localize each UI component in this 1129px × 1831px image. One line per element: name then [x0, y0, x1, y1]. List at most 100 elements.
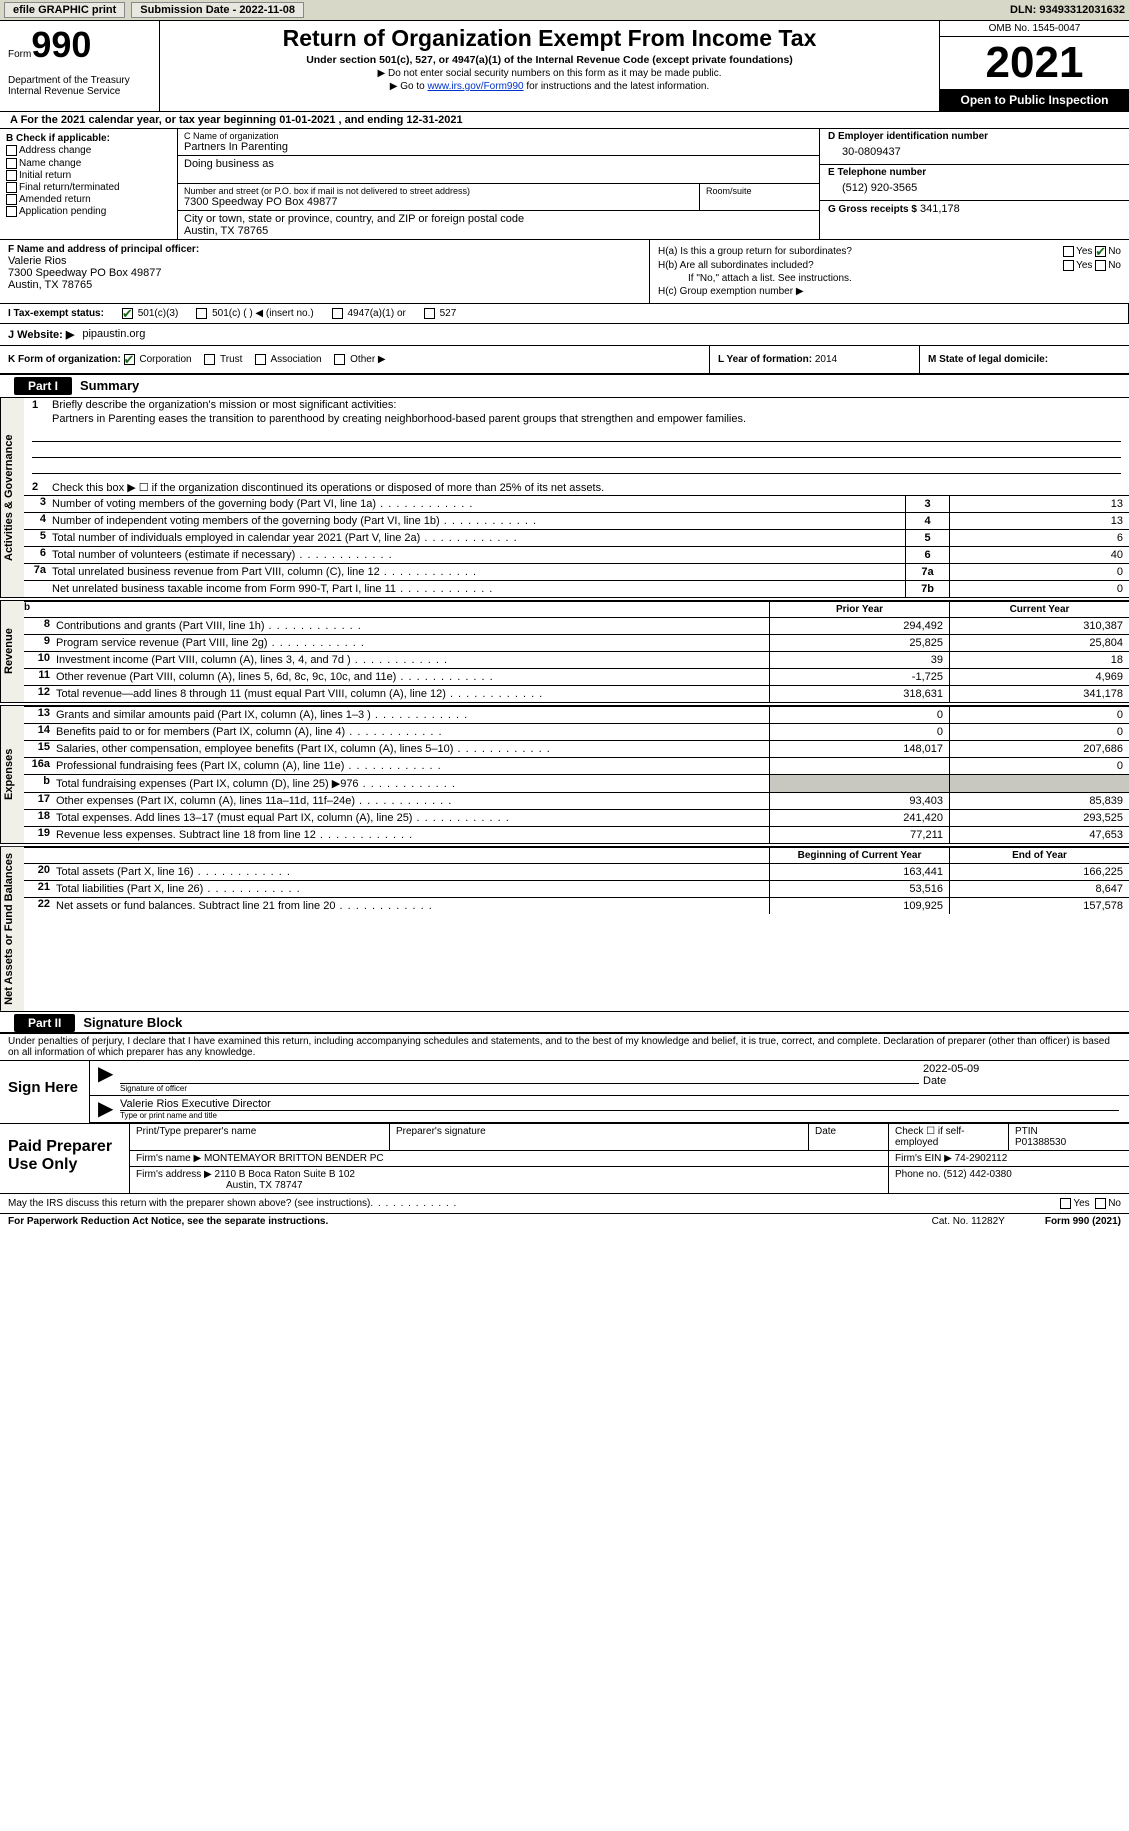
officer-addr2: Austin, TX 78765: [8, 279, 641, 291]
fin-row: 12Total revenue—add lines 8 through 11 (…: [24, 685, 1129, 702]
year-formation: 2014: [815, 354, 837, 365]
hb-label: H(b) Are all subordinates included?: [658, 260, 814, 271]
fin-row: 9Program service revenue (Part VIII, lin…: [24, 634, 1129, 651]
fin-row: 11Other revenue (Part VIII, column (A), …: [24, 668, 1129, 685]
check-final-return[interactable]: Final return/terminated: [6, 182, 171, 193]
sig-officer-label: Signature of officer: [120, 1083, 919, 1093]
begin-year-hdr: Beginning of Current Year: [769, 848, 949, 863]
prep-sig-hdr: Preparer's signature: [390, 1124, 809, 1150]
addr-label: Number and street (or P.O. box if mail i…: [184, 186, 693, 196]
g-label: G Gross receipts $: [828, 204, 917, 215]
check-4947[interactable]: 4947(a)(1) or: [332, 308, 406, 319]
org-name: Partners In Parenting: [184, 141, 813, 153]
part1-bar: Part I: [14, 377, 72, 395]
mission-text: Partners in Parenting eases the transiti…: [52, 413, 1125, 425]
footer-form: Form 990 (2021): [1045, 1216, 1121, 1227]
check-name-change[interactable]: Name change: [6, 158, 171, 169]
gov-row: 3Number of voting members of the governi…: [24, 495, 1129, 512]
may-irs-text: May the IRS discuss this return with the…: [8, 1198, 370, 1209]
officer-row: F Name and address of principal officer:…: [0, 240, 1129, 303]
submission-btn[interactable]: Submission Date - 2022-11-08: [131, 2, 304, 18]
city-label: City or town, state or province, country…: [184, 213, 813, 225]
city: Austin, TX 78765: [184, 225, 813, 237]
firm-addr1: 2110 B Boca Raton Suite B 102: [215, 1169, 355, 1180]
prep-check-hdr: Check ☐ if self-employed: [889, 1124, 1009, 1150]
fin-row: bTotal fundraising expenses (Part IX, co…: [24, 774, 1129, 792]
form-title: Return of Organization Exempt From Incom…: [168, 25, 931, 52]
part1-title: Summary: [72, 378, 139, 393]
check-app-pending[interactable]: Application pending: [6, 206, 171, 217]
fin-row: 21Total liabilities (Part X, line 26)53,…: [24, 880, 1129, 897]
fin-row: 18Total expenses. Add lines 13–17 (must …: [24, 809, 1129, 826]
line2: Check this box ▶ ☐ if the organization d…: [52, 481, 1125, 494]
phone: (512) 920-3565: [828, 178, 1121, 198]
room-label: Room/suite: [699, 184, 819, 211]
ha-label: H(a) Is this a group return for subordin…: [658, 246, 852, 257]
firm-addr-label: Firm's address ▶: [136, 1169, 212, 1180]
gov-row: 6Total number of volunteers (estimate if…: [24, 546, 1129, 563]
d-label: D Employer identification number: [828, 131, 1121, 142]
hdr-spacer: b: [24, 602, 769, 617]
gov-row: 4Number of independent voting members of…: [24, 512, 1129, 529]
firm-name: MONTEMAYOR BRITTON BENDER PC: [204, 1153, 384, 1164]
open-inspection: Open to Public Inspection: [940, 89, 1129, 111]
check-assoc[interactable]: Association: [255, 354, 321, 365]
gov-row: 5Total number of individuals employed in…: [24, 529, 1129, 546]
vtab-revenue: Revenue: [0, 601, 24, 702]
form-header: Form990 Department of the Treasury Inter…: [0, 21, 1129, 112]
info-grid: B Check if applicable: Address change Na…: [0, 129, 1129, 240]
prep-date-hdr: Date: [809, 1124, 889, 1150]
check-501c3[interactable]: 501(c)(3): [122, 308, 178, 319]
check-address-change[interactable]: Address change: [6, 145, 171, 156]
dln: DLN: 93493312031632: [1010, 4, 1125, 16]
check-trust[interactable]: Trust: [204, 354, 242, 365]
check-corp[interactable]: Corporation: [124, 354, 192, 365]
form-number: 990: [31, 24, 91, 65]
firm-name-label: Firm's name ▶: [136, 1153, 201, 1164]
officer-addr1: 7300 Speedway PO Box 49877: [8, 267, 641, 279]
check-501c[interactable]: 501(c) ( ) ◀ (insert no.): [196, 308, 313, 319]
sig-declaration: Under penalties of perjury, I declare th…: [0, 1034, 1129, 1060]
check-initial-return[interactable]: Initial return: [6, 170, 171, 181]
hb-note: If "No," attach a list. See instructions…: [658, 273, 1121, 284]
prep-name-hdr: Print/Type preparer's name: [130, 1124, 390, 1150]
part2-bar: Part II: [14, 1014, 75, 1032]
e-label: E Telephone number: [828, 167, 1121, 178]
firm-ein: 74-2902112: [955, 1153, 1008, 1164]
efile-btn[interactable]: efile GRAPHIC print: [4, 2, 125, 18]
fin-row: 16aProfessional fundraising fees (Part I…: [24, 757, 1129, 774]
dba-label: Doing business as: [184, 158, 813, 170]
sig-date: 2022-05-09: [923, 1063, 1119, 1075]
cat-number: Cat. No. 11282Y: [932, 1216, 1005, 1227]
hc-label: H(c) Group exemption number ▶: [658, 286, 804, 297]
prior-year-hdr: Prior Year: [769, 602, 949, 617]
arrow-icon: ▶: [98, 1061, 118, 1095]
current-year-hdr: Current Year: [949, 602, 1129, 617]
website: pipaustin.org: [82, 328, 145, 340]
paid-preparer-label: Paid Preparer Use Only: [0, 1124, 130, 1193]
part2-title: Signature Block: [75, 1015, 182, 1030]
firm-phone: (512) 442-0380: [943, 1169, 1011, 1180]
form-label: Form: [8, 49, 31, 60]
vtab-netassets: Net Assets or Fund Balances: [0, 847, 24, 1011]
k-label: K Form of organization:: [8, 354, 121, 365]
check-other[interactable]: Other ▶: [334, 354, 385, 365]
b-label: B Check if applicable:: [6, 133, 171, 144]
officer-name: Valerie Rios: [8, 255, 641, 267]
ptin: P01388530: [1015, 1137, 1123, 1148]
vtab-expenses: Expenses: [0, 706, 24, 843]
fin-row: 19Revenue less expenses. Subtract line 1…: [24, 826, 1129, 843]
check-amended[interactable]: Amended return: [6, 194, 171, 205]
fin-row: 13Grants and similar amounts paid (Part …: [24, 706, 1129, 723]
end-year-hdr: End of Year: [949, 848, 1129, 863]
sig-name: Valerie Rios Executive Director: [120, 1098, 1119, 1110]
l-label: L Year of formation:: [718, 354, 812, 365]
check-527[interactable]: 527: [424, 308, 456, 319]
fin-row: 14Benefits paid to or for members (Part …: [24, 723, 1129, 740]
ssn-note: ▶ Do not enter social security numbers o…: [168, 68, 931, 79]
omb-number: OMB No. 1545-0047: [940, 21, 1129, 37]
arrow-icon: ▶: [98, 1096, 118, 1122]
vtab-governance: Activities & Governance: [0, 398, 24, 597]
irs-link[interactable]: www.irs.gov/Form990: [427, 81, 523, 92]
f-label: F Name and address of principal officer:: [8, 244, 641, 255]
